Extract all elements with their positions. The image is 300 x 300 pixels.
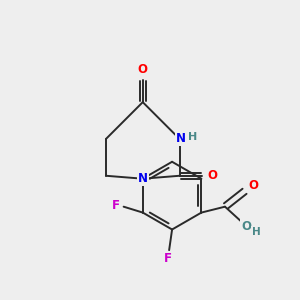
Text: N: N (176, 133, 186, 146)
Text: N: N (138, 172, 148, 185)
Text: O: O (248, 179, 258, 192)
Text: O: O (207, 169, 217, 182)
Text: O: O (138, 63, 148, 76)
Text: F: F (112, 199, 120, 212)
Text: H: H (188, 133, 197, 142)
Text: O: O (241, 220, 251, 233)
Text: H: H (251, 227, 260, 237)
Text: F: F (164, 252, 172, 266)
